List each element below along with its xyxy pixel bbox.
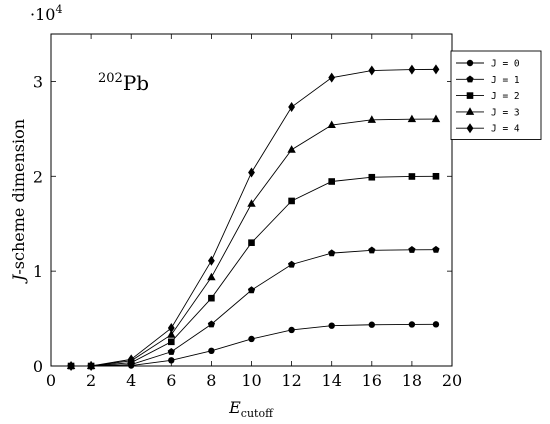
x-tick-label: 10 (241, 371, 261, 390)
data-point (167, 347, 175, 355)
data-point (168, 338, 175, 346)
legend-marker (466, 123, 474, 134)
data-point (407, 114, 417, 123)
legend-label: J = 0 (491, 59, 520, 70)
legend-marker (466, 59, 474, 67)
data-point (368, 173, 376, 181)
data-point (167, 330, 176, 338)
data-point (287, 260, 296, 268)
x-tick-label: 12 (281, 371, 301, 390)
data-point (208, 255, 215, 266)
data-point (207, 272, 216, 281)
data-point (432, 321, 440, 328)
data-point (288, 102, 295, 113)
y-tick-label: 0 (33, 357, 43, 376)
data-point (247, 286, 256, 294)
legend-item: J = 1 (456, 75, 520, 86)
data-point (127, 354, 135, 365)
x-tick-label: 8 (206, 371, 216, 390)
y-axis-label-rest: -scheme dimension (9, 119, 28, 275)
legend-item: J = 0 (456, 59, 520, 70)
series-line (71, 249, 436, 367)
series-4 (67, 64, 440, 371)
data-point (327, 120, 336, 129)
isotope-element: Pb (123, 71, 149, 95)
data-point (167, 323, 175, 334)
series-1 (67, 245, 440, 370)
data-point (367, 115, 376, 123)
y-axis-label-italic: J (9, 273, 28, 284)
data-point (408, 321, 416, 328)
data-point (432, 172, 440, 180)
data-point (67, 361, 75, 371)
x-tick-label: 4 (126, 371, 136, 390)
data-point (431, 114, 441, 123)
y-multiplier-exponent: 4 (55, 3, 62, 16)
data-point (368, 246, 376, 254)
legend: J = 0 J = 1 J = 2 J = 3 J = 4 (450, 50, 542, 140)
y-tick-label: 3 (33, 72, 43, 91)
isotope-mass-number: 202 (98, 71, 123, 86)
y-multiplier: ·104 (30, 3, 62, 24)
data-point (432, 245, 440, 253)
data-point (288, 326, 295, 334)
data-point (288, 197, 295, 205)
data-point (368, 65, 376, 76)
y-tick-label: 2 (33, 167, 43, 186)
data-point (368, 321, 375, 328)
legend-marker (465, 107, 475, 115)
data-point (207, 320, 216, 328)
x-tick-label: 16 (362, 371, 382, 390)
legend-label: J = 4 (491, 124, 520, 135)
series-marks (66, 64, 441, 371)
y-axis-label: J-scheme dimension (9, 119, 28, 284)
legend-marker (466, 92, 474, 99)
data-point (208, 294, 215, 302)
data-point (287, 145, 296, 153)
x-tick-label: 14 (322, 371, 342, 390)
data-point (328, 249, 336, 257)
series-line (71, 68, 436, 367)
series-line (71, 323, 436, 367)
legend-label: J = 2 (491, 91, 520, 102)
x-tick-label: 18 (402, 371, 422, 390)
data-point (408, 64, 416, 75)
legend-marker (466, 75, 474, 83)
x-tick-label: 2 (86, 371, 96, 390)
data-point (248, 167, 255, 178)
x-axis-label: Ecutoff (228, 398, 274, 420)
data-point (248, 335, 255, 343)
x-axis-label-subscript: cutoff (241, 407, 274, 420)
x-axis-label-main: E (228, 398, 241, 417)
data-point (408, 173, 416, 180)
data-point (208, 347, 215, 355)
x-tick-label: 6 (166, 371, 176, 390)
y-tick-label: 1 (33, 262, 43, 281)
data-point (168, 357, 175, 364)
data-point (248, 239, 255, 246)
x-tick-label: 20 (442, 371, 462, 390)
data-point (247, 199, 256, 207)
x-tick-label: 0 (46, 371, 56, 390)
data-point (328, 322, 335, 329)
isotope-annotation: 202Pb (98, 71, 149, 95)
y-multiplier-base: ·10 (30, 5, 55, 24)
data-point (328, 178, 335, 185)
legend-item: J = 3 (456, 107, 520, 118)
data-point (408, 246, 416, 253)
legend-item: J = 4 (456, 123, 520, 135)
legend-label: J = 1 (491, 75, 520, 86)
legend-item: J = 2 (456, 91, 520, 102)
data-point (328, 72, 336, 83)
legend-label: J = 3 (491, 107, 520, 118)
data-point (432, 64, 440, 75)
